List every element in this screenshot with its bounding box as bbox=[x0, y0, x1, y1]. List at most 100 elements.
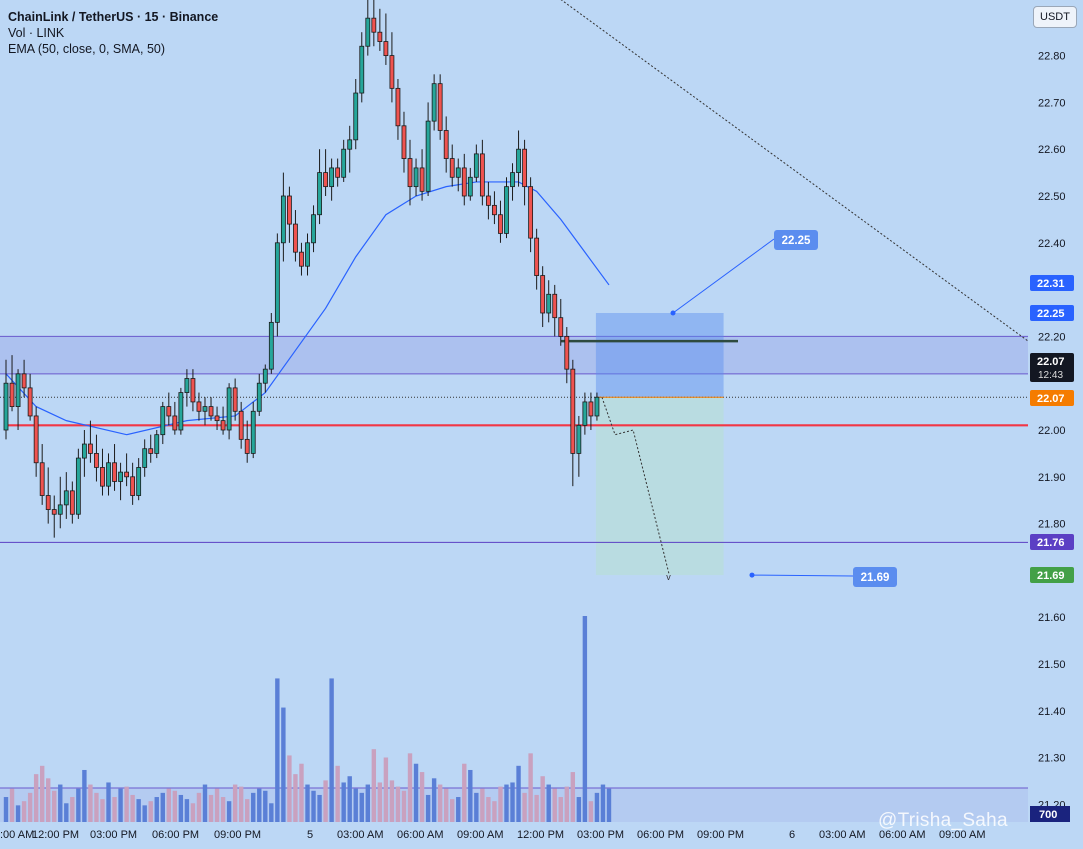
time-tick-label: 09:00 PM bbox=[214, 829, 261, 841]
candle-up bbox=[413, 167, 419, 188]
volume-bar bbox=[3, 797, 9, 822]
candle-up bbox=[317, 172, 322, 216]
price-badge-label: 22.31 bbox=[1037, 278, 1065, 290]
volume-bar bbox=[486, 797, 491, 822]
candle-up bbox=[256, 382, 262, 412]
price-badge-label: 22.07 bbox=[1037, 356, 1065, 368]
volume-bar bbox=[172, 790, 178, 822]
volume-bar bbox=[88, 784, 93, 822]
volume-bar bbox=[118, 788, 123, 822]
candle-up bbox=[516, 148, 521, 173]
candle-down bbox=[492, 204, 497, 216]
candle-down bbox=[148, 448, 154, 454]
volume-bar bbox=[130, 794, 135, 822]
candle-down bbox=[485, 195, 491, 206]
volume-bar bbox=[474, 792, 479, 822]
volume-bar bbox=[245, 799, 250, 822]
ema-layer bbox=[5, 181, 610, 436]
price-tick-label: 22.00 bbox=[1038, 425, 1066, 437]
candle-up bbox=[184, 378, 190, 393]
volume-bar bbox=[238, 786, 244, 822]
candle-up bbox=[311, 214, 316, 244]
volume-bar bbox=[401, 790, 407, 822]
price-tick-label: 22.60 bbox=[1038, 144, 1066, 156]
candle-down bbox=[45, 495, 51, 510]
candle-up bbox=[136, 467, 142, 496]
volume-layer bbox=[0, 616, 1028, 822]
time-tick-label: 03:00 AM bbox=[819, 829, 865, 841]
price-axis[interactable]: 22.80 22.70 22.60 22.50 22.40 22.20 22.00 21.90… bbox=[1028, 0, 1083, 849]
candle-up bbox=[546, 293, 552, 314]
time-tick-label: 12:00 PM bbox=[517, 829, 564, 841]
volume-bar bbox=[33, 774, 39, 822]
volume-bar bbox=[335, 765, 340, 822]
candle-down bbox=[69, 490, 75, 515]
candle-up bbox=[262, 368, 268, 384]
candle-down bbox=[293, 223, 298, 253]
time-tick-label: 06:00 AM bbox=[879, 829, 925, 841]
candle-down bbox=[498, 214, 503, 234]
candle-down bbox=[377, 31, 383, 42]
price-badge-support bbox=[1030, 534, 1074, 550]
take-profit-zone bbox=[595, 397, 724, 576]
candle-up bbox=[353, 92, 359, 141]
volume-bar bbox=[564, 786, 569, 822]
candle-down bbox=[130, 476, 136, 496]
candle-up bbox=[594, 396, 600, 417]
candle-down bbox=[232, 387, 238, 412]
volume-bar bbox=[462, 763, 467, 822]
volume-bar bbox=[353, 788, 358, 822]
time-tick-label: 06:00 PM bbox=[637, 829, 684, 841]
volume-bar bbox=[202, 784, 208, 822]
volume-bar bbox=[570, 772, 576, 822]
volume-bar bbox=[395, 786, 401, 822]
time-tick-label: 09:00 AM bbox=[939, 829, 985, 841]
currency-unit-button[interactable]: USDT bbox=[1033, 6, 1077, 28]
volume-bar bbox=[528, 753, 533, 822]
candle-down bbox=[94, 452, 99, 468]
volume-bar bbox=[377, 782, 383, 822]
volume-bar bbox=[275, 678, 280, 822]
candle-up bbox=[467, 176, 473, 197]
volume-bar bbox=[425, 794, 431, 822]
ema-indicator-label[interactable]: EMA (50, close, 0, SMA, 50) bbox=[8, 42, 166, 56]
volume-bar bbox=[46, 778, 51, 822]
volume-indicator-label[interactable]: Vol · LINK bbox=[8, 26, 65, 40]
volume-bar bbox=[142, 805, 147, 822]
candle-up bbox=[15, 373, 21, 407]
ema-line bbox=[5, 181, 610, 436]
candle-down bbox=[401, 125, 407, 159]
volume-bar bbox=[456, 797, 461, 822]
candles-layer bbox=[3, 0, 600, 538]
price-tick-label: 22.70 bbox=[1038, 97, 1066, 109]
candle-down bbox=[214, 415, 220, 422]
volume-axis-badge bbox=[1030, 806, 1070, 822]
candle-up bbox=[359, 45, 365, 94]
price-badge-label: 21.76 bbox=[1037, 537, 1065, 549]
drawings-layer[interactable]: v 22.25 21.69 bbox=[560, 0, 1083, 683]
callout-label: 21.69 bbox=[861, 572, 890, 584]
candle-down bbox=[9, 382, 15, 408]
volume-bar bbox=[359, 792, 364, 822]
price-badge-time: 12:43 bbox=[1038, 370, 1063, 381]
candle-down bbox=[172, 415, 178, 431]
volume-bar bbox=[287, 755, 292, 822]
volume-bar bbox=[27, 792, 33, 822]
volume-bar bbox=[341, 782, 346, 822]
volume-bar bbox=[594, 792, 600, 822]
symbol-title[interactable]: ChainLink / TetherUS · 15 · Binance bbox=[8, 10, 219, 24]
price-badge-entry bbox=[1030, 390, 1074, 406]
volume-bar bbox=[311, 790, 316, 822]
price-tick-label: 21.30 bbox=[1038, 753, 1066, 765]
volume-bar bbox=[383, 757, 389, 822]
time-tick-label: 03:00 AM bbox=[337, 829, 383, 841]
candle-down bbox=[208, 406, 214, 417]
volume-bar bbox=[15, 805, 21, 822]
volume-bar bbox=[419, 772, 425, 822]
candle-down bbox=[389, 55, 395, 89]
volume-bar bbox=[492, 801, 497, 822]
candle-down bbox=[479, 153, 485, 197]
price-badge-target bbox=[1030, 567, 1074, 583]
